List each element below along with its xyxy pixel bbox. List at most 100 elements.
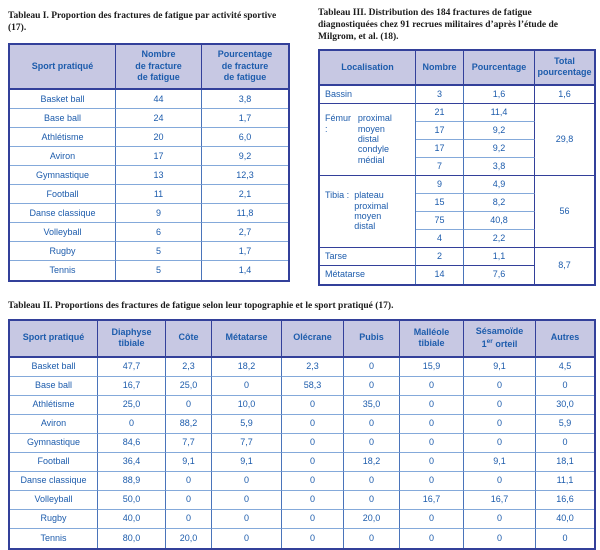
cell: 0 [562, 532, 568, 543]
femur-label: Fémur : [325, 113, 352, 134]
cell-sport: Football [10, 184, 116, 204]
cell-pourcentage: 9,2 [464, 121, 535, 140]
col-header-sesamoide: Sésamoïde 1er orteil [464, 320, 536, 358]
table-row: Aviron 17 9,2 [10, 146, 288, 166]
cell: 0 [212, 376, 282, 396]
table-row-tarse: Tarse 2 1,1 8,7 [320, 247, 594, 270]
cell-sport: Gymnastique [10, 165, 116, 185]
cell: 25,0 [98, 395, 166, 415]
col-header-sport: Sport pratiqué [10, 44, 116, 90]
table3-section: Tableau III. Distribution des 184 fractu… [318, 8, 596, 286]
cell: 0 [344, 376, 400, 396]
cell: 0 [464, 414, 536, 434]
table-topographie-par-sport: Sport pratiqué Diaphyse tibiale Côte Mét… [8, 318, 596, 550]
cell-pourcentage: 3,8 [464, 157, 535, 176]
tibia-label: Tibia : [325, 190, 350, 201]
cell: 0 [282, 471, 344, 491]
table2-header: Sport pratiqué Diaphyse tibiale Côte Mét… [10, 320, 594, 358]
cell: 16,6 [536, 491, 594, 510]
cell: 9,1 [166, 452, 212, 472]
cell: 16,7 [464, 490, 536, 510]
cell: 9,1 [464, 452, 536, 472]
cell: 0 [98, 414, 166, 434]
cell: 15,9 [400, 357, 464, 377]
cell-total-femur: 29,8 [535, 104, 594, 176]
table-row: Tennis 5 1,4 [10, 260, 288, 280]
cell: 20,0 [344, 509, 400, 529]
cell-sport: Volleyball [10, 222, 116, 242]
cell-nombre: 5 [116, 241, 202, 261]
cell-sport: Athlétisme [10, 395, 98, 415]
cell-pourcentage: 4,9 [464, 175, 535, 194]
cell: 9,1 [464, 357, 536, 377]
cell-pourcentage: 11,4 [464, 103, 535, 122]
cell: 20,0 [166, 528, 212, 548]
cell: 0 [400, 471, 464, 491]
col-header-total-pourcentage: Total pourcentage [535, 50, 594, 86]
cell: 0 [344, 528, 400, 548]
cell: 0 [212, 490, 282, 510]
cell-pourcentage: 2,7 [202, 223, 288, 242]
col-header-metatarse: Métatarse [212, 320, 282, 358]
cell-nombre: 44 [116, 89, 202, 109]
cell-nombre: 17 [416, 121, 464, 140]
cell: 58,3 [282, 376, 344, 396]
cell-nombre: 5 [116, 260, 202, 280]
cell: 0 [344, 433, 400, 453]
cell-localisation: Bassin [320, 85, 416, 104]
cell: 0 [400, 509, 464, 529]
table-row: Base ball 24 1,7 [10, 108, 288, 128]
cell: 0 [166, 395, 212, 415]
table-row: Aviron 0 88,2 5,9 0 0 0 0 5,9 [10, 414, 594, 434]
table-row: Basket ball 44 3,8 [10, 89, 288, 109]
table-row: 17 9,2 [320, 139, 594, 158]
cell-nombre: 2 [416, 247, 464, 266]
cell-sport: Rugby [10, 509, 98, 529]
table-row: 15 8,2 [320, 193, 594, 212]
cell-sport: Football [10, 452, 98, 472]
cell: 0 [344, 357, 400, 377]
cell: 88,9 [98, 471, 166, 491]
cell: 0 [166, 490, 212, 510]
cell-nombre: 17 [116, 146, 202, 166]
cell-pourcentage: 3,8 [202, 90, 288, 109]
cell: 0 [344, 490, 400, 510]
cell-sport: Rugby [10, 241, 116, 261]
table-row-femur: Fémur : proximal moyen distal condyle mé… [320, 103, 594, 176]
cell-nombre: 11 [116, 184, 202, 204]
table-row: 4 2,2 [320, 229, 594, 248]
cell: 84,6 [98, 433, 166, 453]
top-section: Tableau I. Proportion des fractures de f… [8, 8, 596, 286]
cell: 47,7 [98, 357, 166, 377]
cell-pourcentage: 1,7 [202, 109, 288, 128]
cell-pourcentage: 7,6 [464, 265, 535, 284]
cell: 25,0 [166, 376, 212, 396]
table2-body: Basket ball 47,7 2,3 18,2 2,3 0 15,9 9,1… [10, 357, 594, 548]
table-row-tibia: Tibia : plateau proximal moyen distal 9 … [320, 175, 594, 248]
cell: 11,1 [536, 472, 594, 491]
table-row: Gymnastique 13 12,3 [10, 165, 288, 185]
cell-nombre: 24 [116, 108, 202, 128]
table-row: 75 40,8 [320, 211, 594, 230]
cell-total-tarse-metatarse: 8,7 [558, 260, 571, 271]
table-row: 7 3,8 [320, 157, 594, 176]
table-fractures-par-sport: Sport pratiqué Nombre de fracture de fat… [8, 42, 290, 282]
table-row: Volleyball 50,0 0 0 0 0 16,7 16,7 16,6 [10, 490, 594, 510]
cell-sport: Aviron [10, 414, 98, 434]
table-row: Tennis 80,0 20,0 0 0 0 0 0 0 [10, 528, 594, 548]
cell-pourcentage: 2,1 [202, 185, 288, 204]
header-row: Sport pratiqué Nombre de fracture de fat… [10, 44, 288, 90]
cell: 2,3 [166, 357, 212, 377]
table-row: Basket ball 47,7 2,3 18,2 2,3 0 15,9 9,1… [10, 357, 594, 377]
cell-nombre: 15 [416, 193, 464, 212]
table-row: Athlétisme 25,0 0 10,0 0 35,0 0 0 30,0 [10, 395, 594, 415]
cell-pourcentage: 6,0 [202, 128, 288, 147]
cell-sport: Basket ball [10, 89, 116, 109]
cell-nombre: 20 [116, 127, 202, 147]
cell: 35,0 [344, 395, 400, 415]
cell-pourcentage: 8,2 [464, 193, 535, 212]
cell-localisation: Métatarse [320, 265, 416, 284]
table-row: Volleyball 6 2,7 [10, 222, 288, 242]
cell: 5,9 [536, 415, 594, 434]
